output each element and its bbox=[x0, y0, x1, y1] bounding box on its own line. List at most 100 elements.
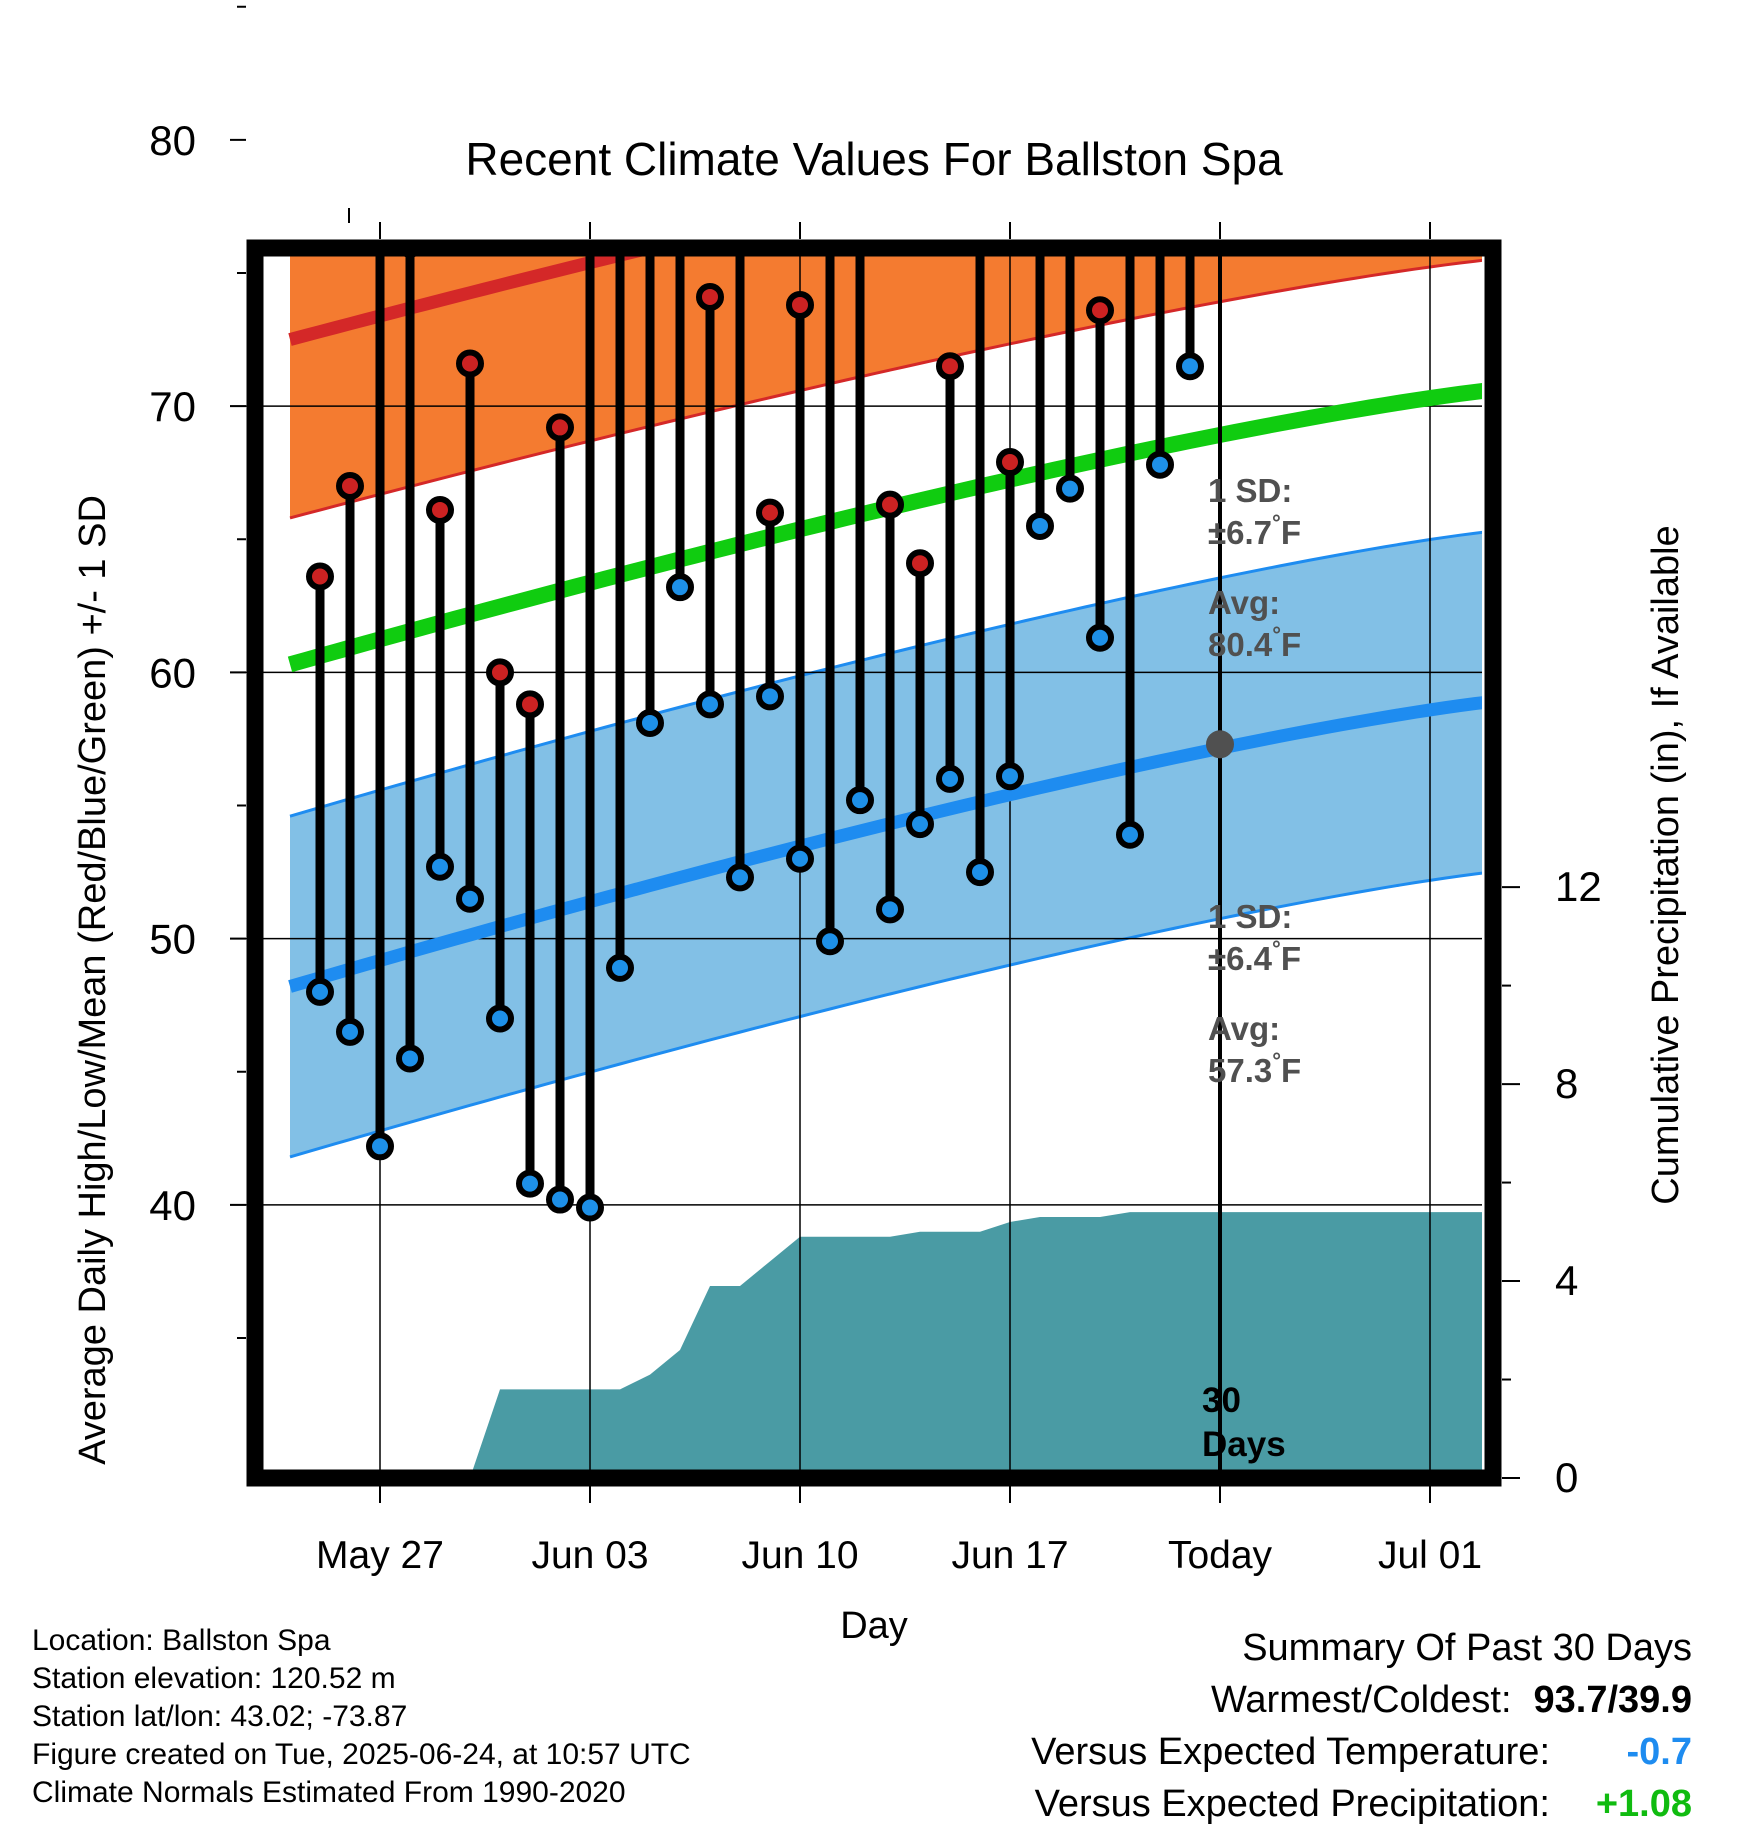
temp-value: -0.7 bbox=[1626, 1731, 1692, 1773]
high-temp-point bbox=[696, 282, 724, 311]
high-temp-point bbox=[426, 495, 454, 524]
x-tick-label: Today bbox=[1168, 1534, 1273, 1577]
low-temp-point bbox=[306, 977, 334, 1006]
low-sd-annotation-line1: 1 SD: bbox=[1208, 898, 1292, 935]
low-avg-annotation-line2: 57.3 bbox=[1208, 1052, 1272, 1089]
low-avg-annotation-unit-degree: ° bbox=[1272, 1048, 1281, 1073]
created-text: Figure created on Tue, 2025-06-24, at 10… bbox=[32, 1738, 691, 1771]
high-avg-annotation-line1: Avg: bbox=[1208, 584, 1280, 621]
x-tick-label: Jun 03 bbox=[531, 1534, 648, 1577]
y-tick-label: 80 bbox=[149, 117, 196, 164]
days-annotation-line1: 30 bbox=[1202, 1381, 1241, 1420]
low-temp-point bbox=[996, 762, 1024, 791]
low-temp-point bbox=[486, 1004, 514, 1033]
high-sd-annotation: 1 SD: ±6.7°F bbox=[1208, 472, 1301, 551]
low-temp-point bbox=[516, 1169, 544, 1198]
low-sd-annotation-line2: ±6.4 bbox=[1208, 940, 1273, 977]
summary-warmest-row: Warmest/Coldest: 93.7/39.9 bbox=[1031, 1674, 1692, 1726]
low-temp-point bbox=[636, 708, 664, 737]
y2-tick-label: 8 bbox=[1555, 1060, 1578, 1107]
low-temp-point bbox=[336, 1017, 364, 1046]
precip-value: +1.08 bbox=[1595, 1783, 1692, 1825]
y2-tick-label: 0 bbox=[1555, 1454, 1578, 1501]
low-temp-point bbox=[606, 953, 634, 982]
y2-axis-label: Cumulative Precipitation (in), If Availa… bbox=[1645, 525, 1687, 1204]
low-sd-annotation-unit-letter: F bbox=[1281, 940, 1301, 977]
summary-precip-row: Versus Expected Precipitation: +1.08 bbox=[1031, 1778, 1692, 1830]
low-temp-point bbox=[426, 852, 454, 881]
high-temp-point bbox=[486, 658, 514, 687]
y-axis-label: Average Daily High/Low/Mean (Red/Blue/Gr… bbox=[72, 495, 114, 1465]
low-temp-point bbox=[396, 1044, 424, 1073]
elevation-text: Station elevation: 120.52 m bbox=[32, 1662, 396, 1695]
high-temp-point bbox=[849, 209, 871, 231]
plot-area bbox=[230, 0, 1482, 1478]
station-info: Location: Ballston Spa Station elevation… bbox=[32, 1622, 691, 1812]
high-temp-point bbox=[546, 413, 574, 442]
location-text: Location: Ballston Spa bbox=[32, 1624, 331, 1657]
x-tick-label: Jun 17 bbox=[951, 1534, 1068, 1577]
high-sd-annotation-unit-degree: ° bbox=[1272, 510, 1281, 535]
summary-panel: Summary Of Past 30 Days Warmest/Coldest:… bbox=[1031, 1622, 1692, 1830]
high-avg-annotation-line2: 80.4 bbox=[1208, 626, 1273, 663]
high-temp-point bbox=[1149, 65, 1171, 87]
high-avg-annotation-unit-letter: F bbox=[1281, 626, 1301, 663]
y2-tick-label: 12 bbox=[1555, 863, 1602, 910]
y2-tick-label: 4 bbox=[1555, 1257, 1578, 1304]
high-temp-point bbox=[786, 290, 814, 319]
high-sd-annotation-unit-letter: F bbox=[1281, 514, 1301, 551]
high-temp-point bbox=[306, 562, 334, 591]
x-axis-label: Day bbox=[840, 1605, 908, 1647]
high-normal-line bbox=[288, 248, 678, 346]
high-temp-point bbox=[456, 349, 484, 378]
high-temp-point bbox=[1086, 296, 1114, 325]
plot-frame bbox=[246, 239, 1502, 1487]
low-normal-line bbox=[288, 696, 1482, 993]
high-sd-annotation-line1: 1 SD: bbox=[1208, 472, 1292, 509]
low-temp-point bbox=[846, 786, 874, 815]
high-temp-point bbox=[756, 498, 784, 527]
summary-heading: Summary Of Past 30 Days bbox=[1242, 1627, 1692, 1669]
high-temp-point bbox=[1119, 52, 1141, 74]
low-avg-annotation: Avg: 57.3°F bbox=[1208, 1010, 1301, 1089]
chart-title: Recent Climate Values For Ballston Spa bbox=[465, 133, 1283, 185]
high-temp-point bbox=[936, 352, 964, 381]
low-temp-point bbox=[546, 1185, 574, 1214]
high-temp-point bbox=[876, 490, 904, 519]
x-tick-label: May 27 bbox=[316, 1534, 444, 1577]
high-temp-point bbox=[516, 690, 544, 719]
mean-normal-line bbox=[287, 383, 1482, 673]
low-temp-point bbox=[816, 927, 844, 956]
low-sd-annotation-unit-degree: ° bbox=[1272, 936, 1281, 961]
low-avg-today-marker bbox=[1206, 730, 1234, 759]
low-temp-point bbox=[696, 690, 724, 719]
precip-label: Versus Expected Precipitation: bbox=[1034, 1783, 1550, 1825]
warmest-value: 93.7/39.9 bbox=[1533, 1679, 1692, 1721]
low-temp-point bbox=[1116, 820, 1144, 849]
low-temp-point bbox=[1086, 623, 1114, 652]
low-temp-point bbox=[1056, 474, 1084, 503]
low-temp-point bbox=[756, 682, 784, 711]
low-temp-point bbox=[1146, 450, 1174, 479]
low-temp-point bbox=[456, 884, 484, 913]
low-temp-point bbox=[966, 858, 994, 887]
y-tick-label: 60 bbox=[149, 649, 196, 696]
low-temp-point bbox=[1026, 511, 1054, 540]
warmest-label: Warmest/Coldest: bbox=[1210, 1679, 1512, 1721]
high-temp-point bbox=[906, 549, 934, 578]
high-temp-point bbox=[996, 448, 1024, 477]
y-tick-label: 50 bbox=[149, 916, 196, 963]
days-annotation: 30 Days bbox=[1202, 1381, 1286, 1464]
precip-area bbox=[470, 1212, 1482, 1478]
low-temp-point bbox=[366, 1132, 394, 1161]
low-temp-point bbox=[906, 810, 934, 839]
days-annotation-line2: Days bbox=[1202, 1425, 1286, 1464]
high-temp-point bbox=[336, 472, 364, 500]
low-temp-point bbox=[576, 1193, 604, 1222]
high-avg-annotation-unit-degree: ° bbox=[1272, 622, 1281, 647]
low-temp-point bbox=[876, 895, 904, 924]
high-temp-point bbox=[609, 0, 631, 12]
low-sd-annotation: 1 SD: ±6.4°F bbox=[1208, 898, 1301, 977]
summary-temp-row: Versus Expected Temperature: -0.7 bbox=[1031, 1726, 1692, 1778]
